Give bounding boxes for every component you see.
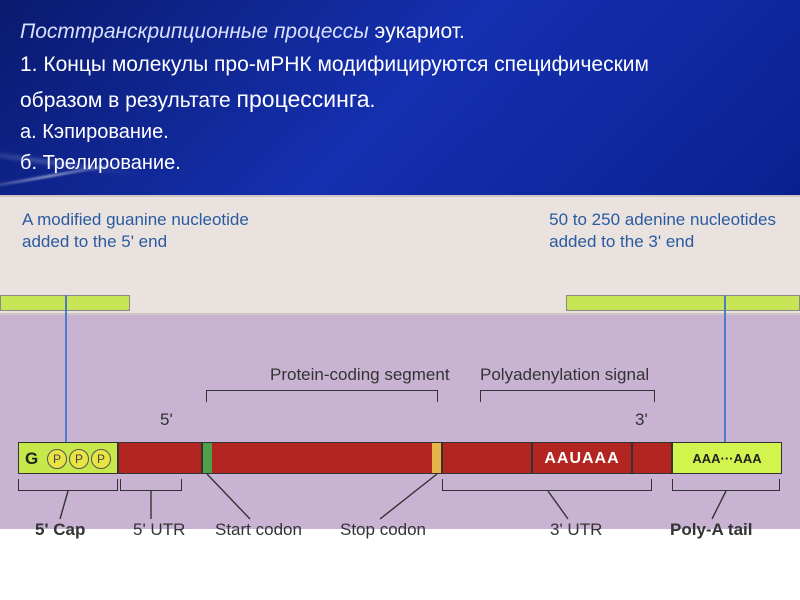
label-5utr: 5' UTR: [133, 520, 185, 540]
label-start-codon: Start codon: [215, 520, 302, 540]
annot-5prime-cap: A modified guanine nucleotide added to t…: [22, 209, 249, 253]
coding-segment: [202, 442, 442, 474]
phosphate-icon: P: [47, 449, 67, 469]
title-italic: Посттранскрипционные процессы: [20, 20, 369, 43]
title-rest: эукариот.: [369, 20, 465, 43]
cap-ribbon: [0, 295, 130, 311]
slide-title: Посттранскрипционные процессы эукариот.: [20, 18, 780, 45]
diagram-panel: A modified guanine nucleotide added to t…: [0, 195, 800, 600]
phosphate-group: P P P: [45, 449, 111, 469]
annot-line: added to the 5' end: [22, 232, 167, 251]
utr5-segment: [118, 442, 202, 474]
label-stop-codon: Stop codon: [340, 520, 426, 540]
polya-ribbon: [566, 295, 800, 311]
annot-line: A modified guanine nucleotide: [22, 210, 249, 229]
bracket-polysig: [480, 390, 655, 402]
annot-line: 50 to 250 adenine nucleotides: [549, 210, 776, 229]
bracket-utr3: [442, 479, 652, 491]
utr3b-segment: [632, 442, 672, 474]
label-polya-tail: Poly-A tail: [670, 520, 753, 540]
bracket-utr5: [120, 479, 182, 491]
title-panel: Посттранскрипционные процессы эукариот. …: [0, 0, 800, 195]
label-3utr: 3' UTR: [550, 520, 602, 540]
text-span: .: [370, 89, 376, 112]
annot-polya-tail: 50 to 250 adenine nucleotides added to t…: [549, 209, 776, 253]
purple-band: [0, 315, 800, 529]
bracket-cap: [18, 479, 118, 491]
phosphate-icon: P: [69, 449, 89, 469]
polya-tail-segment: AAA···AAA: [672, 442, 782, 474]
cap-segment: G P P P: [18, 442, 118, 474]
label-polya-signal: Polyadenylation signal: [480, 365, 649, 385]
label-3prime: 3': [635, 410, 648, 430]
label-5cap: 5' Cap: [35, 520, 85, 540]
start-codon-segment: [202, 442, 212, 474]
bracket-protein: [206, 390, 438, 402]
polya-signal-segment: AAUAAA: [532, 442, 632, 474]
label-5prime: 5': [160, 410, 173, 430]
phosphate-icon: P: [91, 449, 111, 469]
cap-g-label: G: [25, 443, 38, 475]
processing-word: процессинга: [237, 86, 370, 112]
bracket-polya: [672, 479, 780, 491]
stop-codon-segment: [432, 442, 442, 474]
mrna-bar: G P P P AAUAAA AAA···AAA: [18, 442, 782, 474]
label-protein-coding: Protein-coding segment: [270, 365, 450, 385]
bullet-a: а. Кэпирование.: [20, 119, 780, 146]
text-span: образом в результате: [20, 89, 237, 112]
slide-text-line: образом в результате процессинга.: [20, 84, 780, 115]
utr3-segment: [442, 442, 532, 474]
annot-line: added to the 3' end: [549, 232, 694, 251]
slide-text-line: 1. Концы молекулы про-мРНК модифицируютс…: [20, 51, 780, 79]
